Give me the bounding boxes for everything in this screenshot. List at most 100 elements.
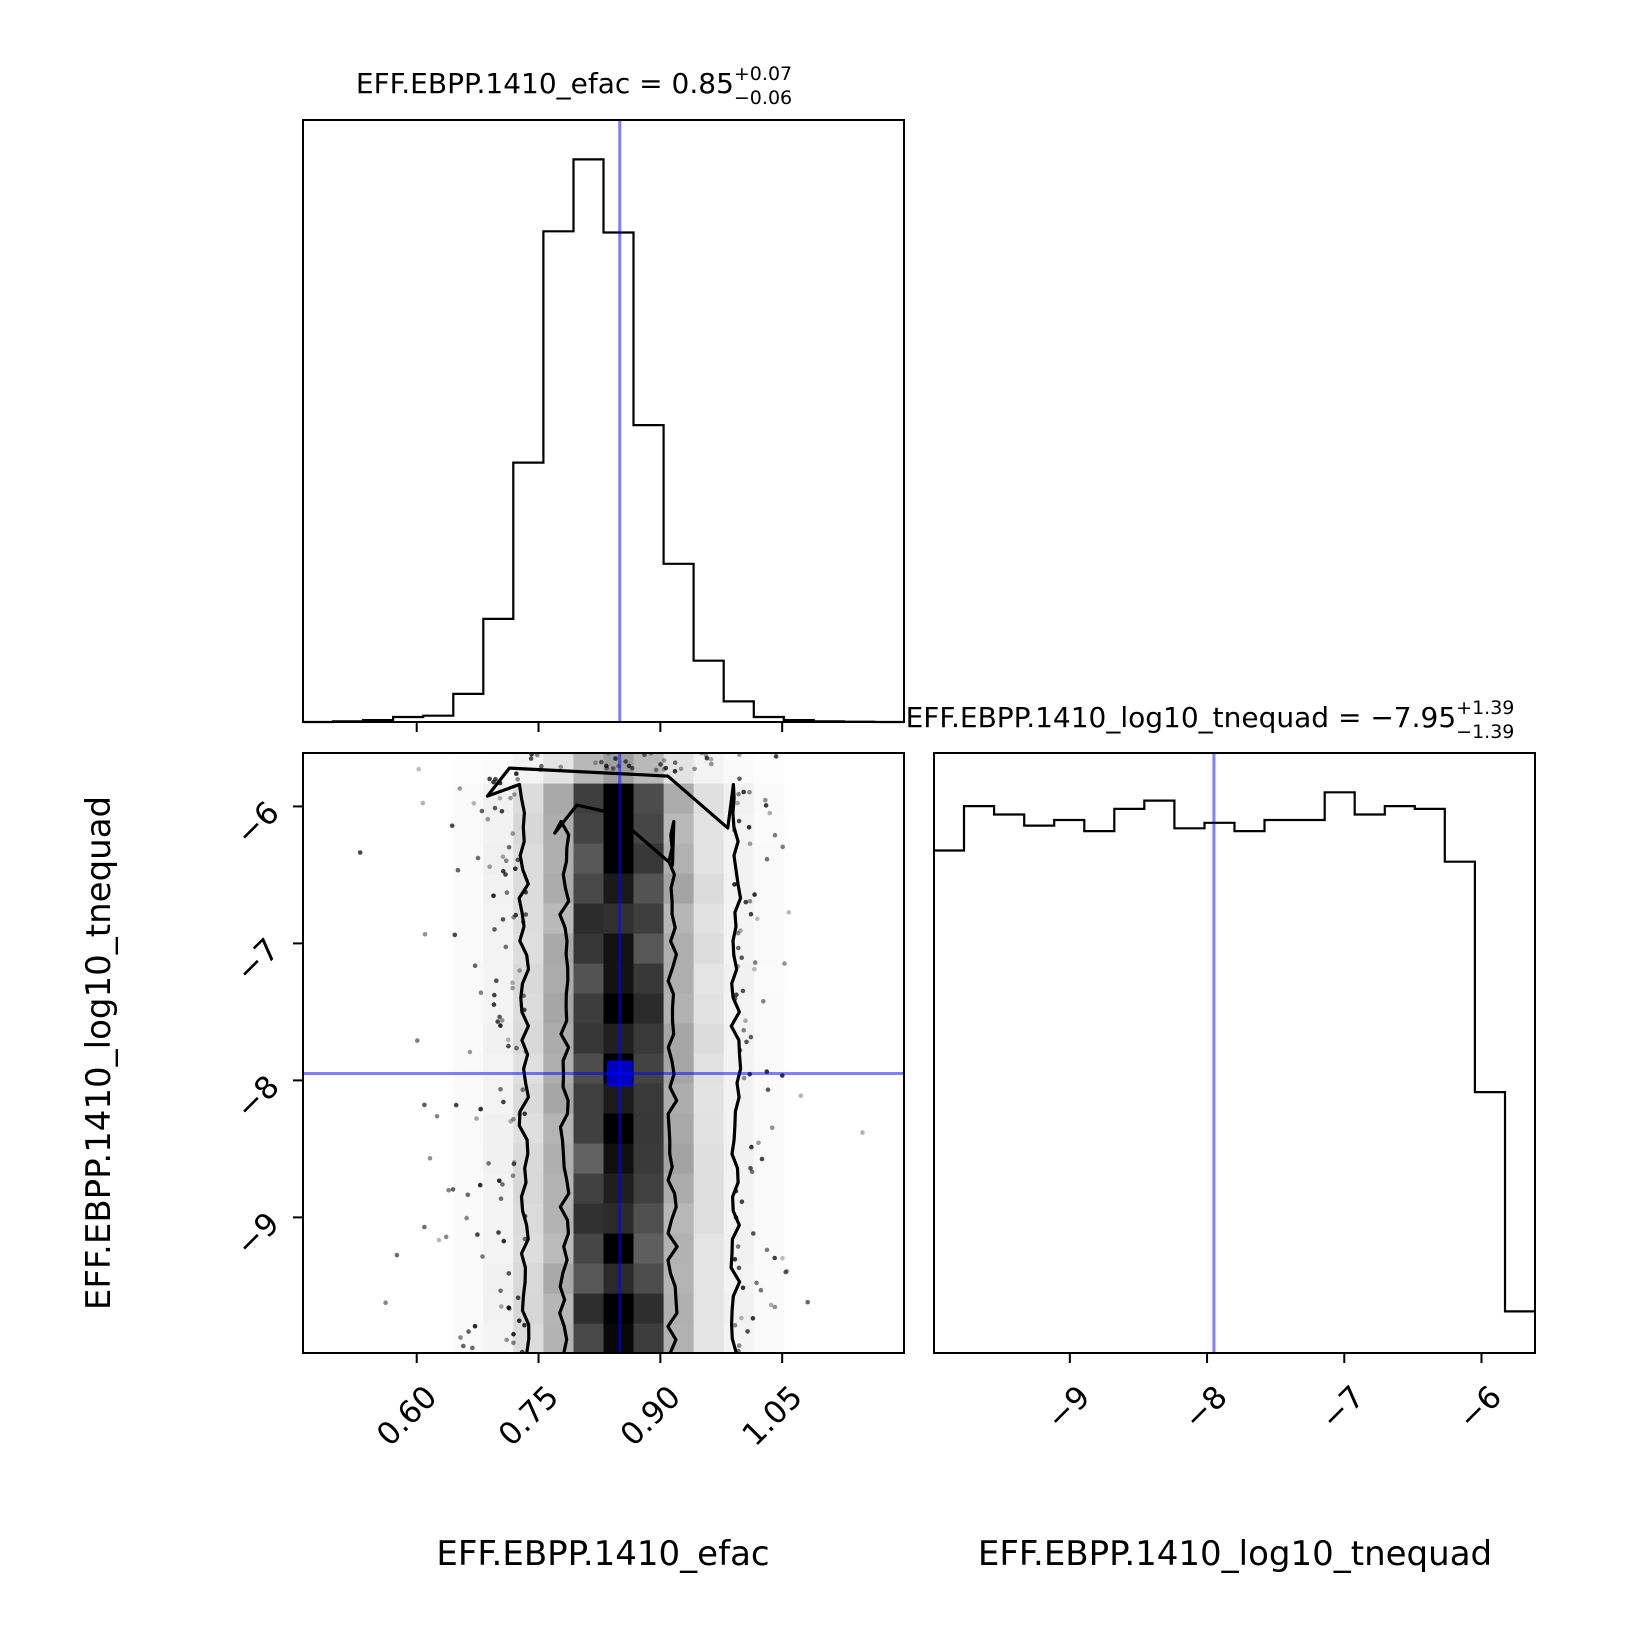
scatter-point	[767, 810, 773, 816]
scatter-point	[663, 765, 669, 771]
density-cell	[753, 1233, 785, 1264]
scatter-point	[739, 1199, 745, 1204]
density-cell	[633, 963, 665, 994]
scatter-point	[756, 1140, 761, 1146]
scatter-point	[478, 1106, 484, 1112]
tnequad-hist-bin-3	[1024, 826, 1054, 1353]
scatter-point	[745, 1329, 750, 1334]
tnequad-xtick-label-3: −6	[1451, 1379, 1509, 1437]
tnequad-hist-frame	[933, 752, 1536, 1354]
scatter-point	[491, 779, 496, 785]
joint-ytick-label-1: −8	[229, 1069, 287, 1127]
scatter-point	[472, 963, 478, 968]
scatter-point	[763, 803, 769, 808]
density-cell	[453, 1173, 484, 1204]
scatter-point	[486, 1161, 491, 1166]
scatter-point	[739, 955, 744, 960]
efac-hist-bin-11	[634, 425, 664, 722]
joint-x-axis-label: EFF.EBPP.1410_efac	[436, 1534, 769, 1574]
scatter-point	[495, 1019, 501, 1024]
tnequad-hist-bin-4	[1054, 820, 1084, 1353]
scatter-point	[461, 1343, 466, 1349]
scatter-point	[749, 1169, 755, 1175]
density-cell	[693, 1233, 725, 1264]
scatter-point	[780, 1256, 785, 1261]
density-cell	[663, 783, 695, 814]
scatter-point	[434, 1114, 440, 1119]
efac-title-value: EFF.EBPP.1410_efac = 0.85	[356, 67, 734, 100]
tnequad-marginal-panel: −9 −8 −7 −6 EFF.EBPP.1410_log10_tnequad EFF.E…	[906, 697, 1536, 1574]
density-cell	[693, 1023, 725, 1054]
scatter-point	[748, 1165, 753, 1171]
density-cell	[483, 1143, 514, 1174]
scatter-point	[755, 916, 760, 921]
tnequad-xtick-label-2: −7	[1314, 1379, 1372, 1437]
scatter-point	[736, 791, 741, 797]
tnequad-hist-bin-1	[964, 806, 994, 1353]
joint-ytick-label-2: −7	[229, 932, 287, 990]
scatter-point	[743, 899, 749, 905]
scatter-point	[394, 1252, 400, 1258]
density-cell	[663, 1053, 695, 1084]
density-cell	[633, 1113, 665, 1144]
density-cell	[453, 1023, 484, 1054]
scatter-point	[738, 928, 743, 933]
tnequad-hist-bin-10	[1235, 831, 1265, 1353]
density-cell	[513, 1203, 544, 1234]
scatter-point	[604, 765, 610, 771]
scatter-point	[752, 960, 758, 965]
density-cell	[543, 783, 575, 814]
scatter-point	[492, 927, 497, 932]
scatter-point	[512, 1160, 517, 1165]
density-cell	[513, 1263, 544, 1294]
density-cell	[633, 1083, 665, 1114]
scatter-point	[457, 786, 463, 791]
scatter-point	[491, 1002, 497, 1007]
density-cell	[573, 843, 605, 874]
density-cell	[543, 1323, 575, 1353]
density-cell	[573, 1023, 605, 1054]
density-cell	[723, 1113, 755, 1144]
density-cell	[723, 963, 755, 994]
density-cell	[543, 1263, 575, 1294]
density-cell	[633, 753, 665, 784]
scatter-point	[672, 760, 678, 765]
density-cell	[693, 813, 725, 844]
scatter-point	[497, 1014, 502, 1020]
scatter-point	[749, 1144, 754, 1150]
scatter-point	[504, 890, 510, 895]
scatter-point	[515, 857, 521, 863]
scatter-point	[629, 765, 635, 771]
density-cell	[543, 843, 575, 874]
scatter-point	[661, 758, 667, 763]
scatter-point	[520, 1087, 526, 1092]
scatter-point	[505, 1037, 511, 1043]
scatter-point	[508, 1119, 513, 1124]
efac-marginal-panel: EFF.EBPP.1410_efac = 0.85+0.07 −0.06	[302, 63, 905, 732]
scatter-point	[510, 831, 515, 836]
density-cell	[573, 1263, 605, 1294]
scatter-point	[475, 1232, 480, 1237]
tnequad-title-lower-error: −1.39	[1456, 721, 1514, 743]
density-cell	[633, 1203, 665, 1234]
scatter-point	[732, 1257, 738, 1262]
density-cell	[513, 1173, 544, 1204]
tnequad-hist-bin-16	[1415, 809, 1445, 1353]
scatter-point	[511, 1340, 516, 1346]
scatter-point	[782, 961, 787, 966]
scatter-point	[703, 753, 709, 758]
density-cell	[633, 873, 665, 904]
density-cell	[483, 1053, 514, 1084]
density-cell	[453, 1143, 484, 1174]
scatter-point	[477, 1182, 483, 1188]
density-cell	[693, 1263, 725, 1294]
scatter-point	[506, 1271, 512, 1276]
density-cell	[573, 993, 605, 1024]
density-cell	[693, 963, 725, 994]
density-cell	[753, 783, 785, 814]
density-cell	[543, 903, 575, 934]
density-cell	[573, 1233, 605, 1264]
scatter-point	[422, 932, 428, 937]
scatter-point	[496, 1230, 501, 1235]
density-cell	[453, 1233, 484, 1264]
